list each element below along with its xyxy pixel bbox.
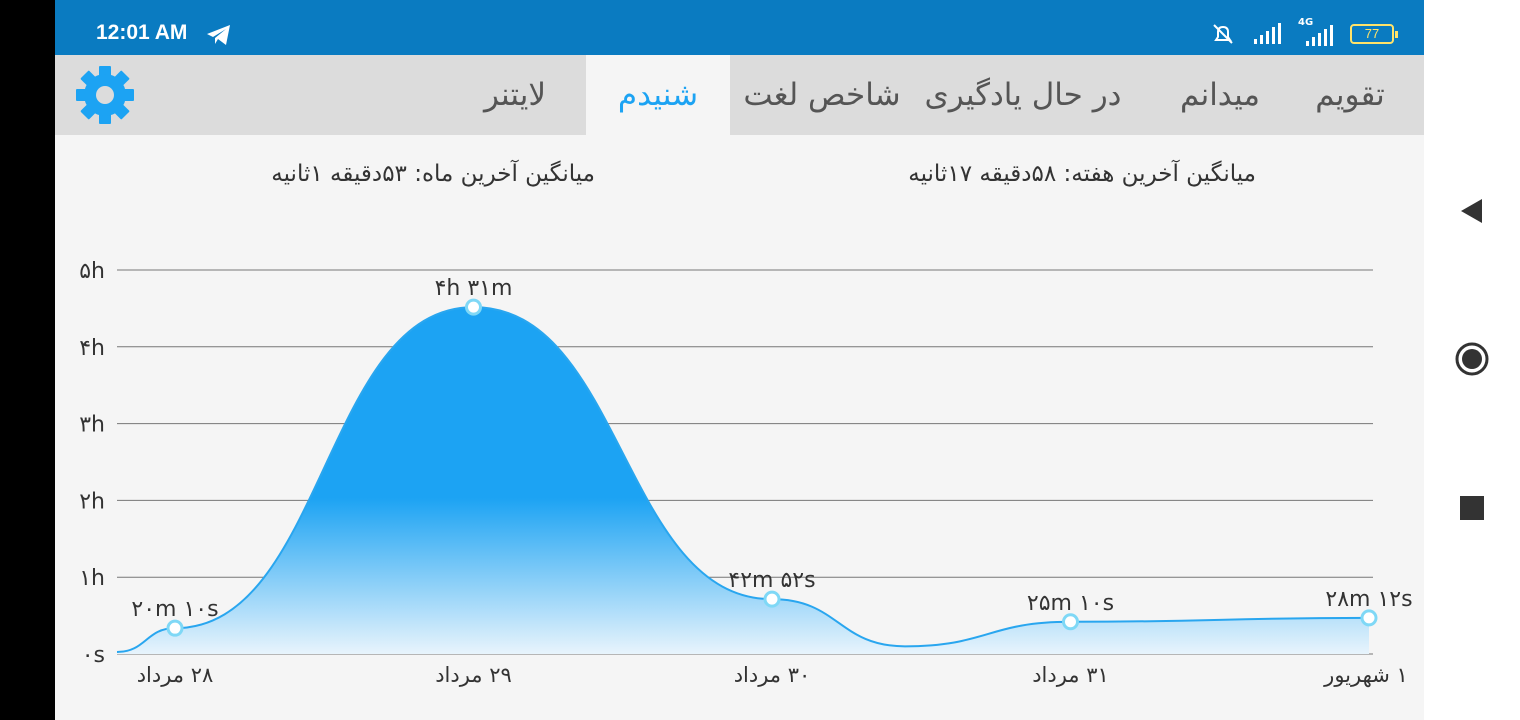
x-tick-label: ۲۹ مرداد: [435, 663, 512, 687]
tab-bar: تقویم میدانم در حال یادگیری شاخص لغت شنی…: [55, 55, 1424, 135]
data-label: ۲۸m ۱۲s: [1325, 587, 1412, 612]
x-tick-label: ۲۸ مرداد: [137, 663, 214, 687]
y-tick-label: ۲h: [79, 489, 105, 514]
month-average: میانگین آخرین ماه: ۵۳دقیقه ۱ثانیه: [271, 161, 595, 187]
status-bar: 12:01 AM 4G: [55, 0, 1424, 55]
network-type: 4G: [1298, 17, 1314, 28]
week-average: میانگین آخرین هفته: ۵۸دقیقه ۱۷ثانیه: [908, 161, 1256, 187]
home-icon[interactable]: [1454, 341, 1490, 377]
series-area: [117, 307, 1369, 654]
data-point: [763, 590, 781, 608]
tab-learning[interactable]: در حال یادگیری: [924, 77, 1122, 113]
tab-word-index[interactable]: شاخص لغت: [743, 77, 901, 113]
app-screen: 12:01 AM 4G: [55, 0, 1424, 720]
data-point: [1360, 609, 1378, 627]
y-tick-label: ۴h: [79, 336, 105, 361]
status-time: 12:01 AM: [96, 21, 188, 44]
signal-icon: [1254, 23, 1281, 44]
data-label: ۲۰m ۱۰s: [131, 597, 218, 622]
gear-icon[interactable]: [75, 65, 135, 125]
status-icons: 4G 77: [1210, 17, 1398, 47]
navigation-bar: [1424, 0, 1520, 720]
data-point: [1062, 613, 1079, 631]
x-tick-label: ۳۰ مرداد: [734, 663, 811, 687]
tab-heard[interactable]: شنیدم: [586, 55, 730, 135]
x-tick-label: ۱ شهریور: [1323, 663, 1408, 687]
data-label: ۲۵m ۱۰s: [1027, 591, 1114, 616]
data-label: ۴h ۳۱m: [435, 276, 513, 301]
battery-icon: 77: [1350, 24, 1398, 44]
recents-icon[interactable]: [1460, 496, 1484, 520]
x-tick-label: ۳۱ مرداد: [1032, 663, 1109, 687]
data-point: [166, 619, 184, 637]
tab-known[interactable]: میدانم: [1179, 77, 1261, 113]
data-label: ۴۲m ۵۲s: [728, 568, 815, 593]
signal-4g-icon: 4G: [1298, 17, 1334, 47]
battery-level: 77: [1364, 26, 1380, 41]
y-tick-label: ۵h: [79, 259, 105, 284]
alarm-off-icon: [1213, 24, 1233, 44]
back-icon[interactable]: [1460, 198, 1484, 224]
tab-leitner[interactable]: لایتنر: [483, 77, 547, 113]
tab-calendar[interactable]: تقویم: [1315, 77, 1385, 113]
data-point: [465, 298, 482, 316]
listening-time-chart: ۰s ۱h ۲h ۳h ۴h ۵h ۲۰m ۱۰s ۲۸ مرداد ۴h ۳۱m ۲۹ مردا…: [79, 259, 1412, 687]
telegram-icon: [207, 25, 230, 45]
y-tick-label: ۱h: [79, 566, 105, 591]
y-tick-label: ۰s: [82, 643, 105, 668]
y-tick-label: ۳h: [79, 413, 105, 438]
